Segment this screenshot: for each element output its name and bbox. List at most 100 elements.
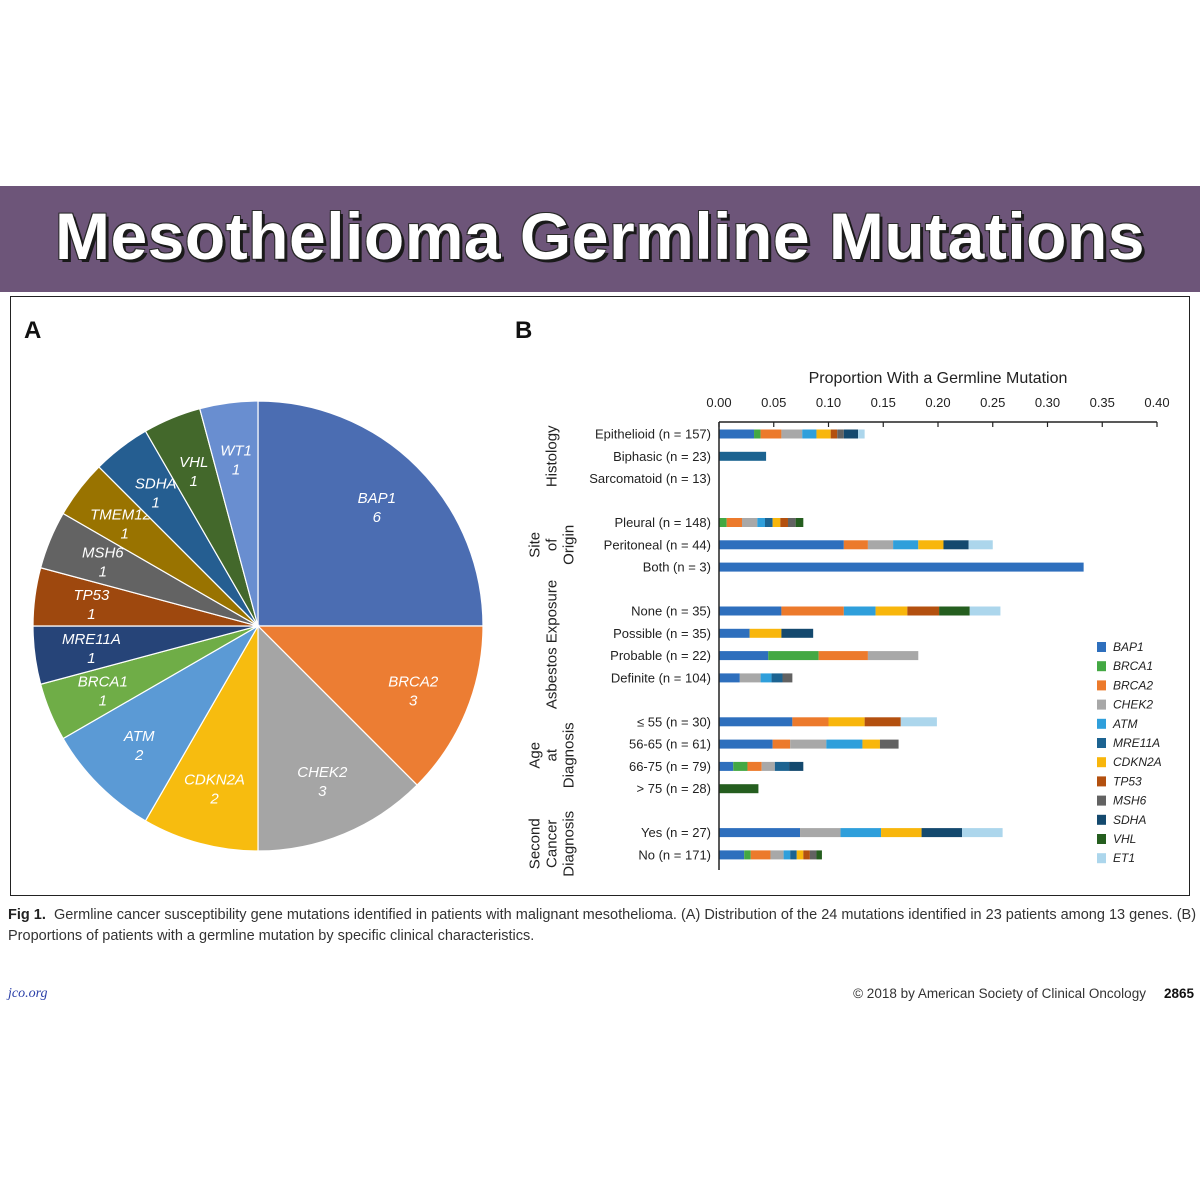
bar-segment-atm (757, 518, 765, 527)
bar-segment-et1 (962, 828, 1003, 838)
legend-label-atm: ATM (1112, 717, 1137, 731)
bar-segment-cdkn2a (772, 518, 781, 527)
bar-segment-brca2 (747, 761, 762, 771)
legend-swatch-et1 (1097, 853, 1106, 864)
legend-label-msh6: MSH6 (1113, 794, 1147, 808)
bar-segment-msh6 (837, 429, 844, 439)
bar-segment-brca1 (719, 518, 727, 527)
group-label: Asbestos Exposure (544, 580, 561, 709)
page-number: 2865 (1163, 986, 1194, 1001)
bar-segment-brca2 (781, 606, 844, 616)
pie-slice-wt1 (199, 400, 259, 627)
figure-caption: Fig 1. Germline cancer susceptibility ge… (8, 905, 1198, 947)
bar-segment-brca1 (754, 429, 761, 439)
pie-label-mre11a: MRE11A (62, 631, 121, 648)
x-tick-label: 0.15 (871, 395, 896, 410)
row-label: Sarcomatoid (n = 13) (589, 471, 711, 486)
legend-label-et1: ET1 (1113, 851, 1135, 865)
legend-swatch-tp53 (1097, 776, 1106, 787)
bar-segment-mre11a (764, 518, 773, 527)
group-label: Site (527, 532, 544, 558)
pie-value-msh6: 1 (99, 564, 107, 581)
bar-segment-cdkn2a (796, 850, 804, 860)
caption-text: Germline cancer susceptibility gene muta… (8, 907, 1197, 944)
legend-swatch-cdkn2a (1097, 757, 1106, 768)
bar-segment-brca2 (792, 717, 829, 727)
group-label: Histology (544, 425, 561, 487)
bar-segment-cdkn2a (816, 429, 831, 439)
legend-swatch-sdha (1097, 814, 1106, 825)
bar-segment-mre11a (771, 673, 783, 683)
legend-swatch-bap1 (1097, 642, 1106, 652)
legend-label-vhl: VHL (1113, 832, 1136, 846)
pie-value-vhl: 1 (190, 473, 198, 490)
row-label: No (n = 171) (638, 847, 711, 862)
row-label: Pleural (n = 148) (615, 515, 711, 530)
row-label: 56-65 (n = 61) (629, 737, 711, 752)
group-label: Origin (561, 525, 578, 565)
bar-segment-brca2 (750, 850, 771, 860)
group-label: Cancer (544, 820, 561, 868)
row-label: Both (n = 3) (643, 560, 711, 575)
group-label: Diagnosis (561, 811, 578, 877)
bar-segment-chek2 (790, 739, 827, 749)
row-label: Probable (n = 22) (610, 648, 711, 663)
pie-value-cdkn2a: 2 (209, 790, 219, 807)
pie-label-msh6: MSH6 (82, 545, 124, 562)
x-tick-label: 0.25 (980, 395, 1005, 410)
bar-segment-bap1 (719, 850, 745, 860)
bar-segment-sdha (943, 540, 969, 550)
journal-site-link[interactable]: jco.org (8, 986, 48, 1001)
bar-segment-bap1 (719, 628, 750, 638)
group-label: of (544, 538, 561, 551)
figure-charts: A B BAP1 6 BRCA2 3 CHEK2 3 CDKN2A 2 ATM 2 BRCA1 1 MR… (24, 317, 1170, 877)
bar-segment-chek2 (867, 651, 919, 661)
bar-segment-chek2 (770, 850, 784, 860)
bar-segment-brca2 (726, 518, 742, 527)
bar-segment-bap1 (719, 562, 1084, 572)
bar-segment-vhl (816, 850, 822, 860)
bar-segment-atm (843, 606, 876, 616)
bar-segment-msh6 (787, 518, 796, 527)
bar-segment-sdha (789, 761, 804, 771)
x-tick-label: 0.20 (925, 395, 950, 410)
row-label: Peritoneal (n = 44) (604, 537, 711, 552)
bar-segment-tp53 (780, 518, 788, 527)
bar-segment-mre11a (719, 451, 767, 461)
bar-segment-tp53 (864, 717, 901, 727)
x-tick-label: 0.35 (1090, 395, 1115, 410)
bar-segment-cdkn2a (875, 606, 908, 616)
bar-segment-bap1 (719, 429, 755, 439)
bar-segment-chek2 (741, 518, 758, 527)
bar-segment-cdkn2a (918, 540, 944, 550)
pie-label-sdha: SDHA (135, 476, 177, 493)
bar-segment-chek2 (800, 828, 841, 838)
bar-segment-brca2 (843, 540, 868, 550)
bar-segment-et1 (900, 717, 937, 727)
bar-segment-bap1 (719, 828, 801, 838)
pie-value-sdha: 1 (152, 495, 160, 512)
row-label: ≤ 55 (n = 30) (637, 714, 711, 729)
pie-label-vhl: VHL (179, 454, 208, 471)
bar-segment-vhl (719, 784, 759, 794)
bar-segment-vhl (939, 606, 970, 616)
pie-label-brca2: BRCA2 (388, 673, 439, 690)
bar-segment-chek2 (739, 673, 761, 683)
pie-value-bap1: 6 (373, 509, 382, 526)
pie-value-atm: 2 (134, 747, 144, 764)
legend-label-brca2: BRCA2 (1113, 678, 1153, 692)
legend-label-bap1: BAP1 (1113, 640, 1144, 654)
bar-segment-atm (826, 739, 863, 749)
pie-chart: BAP1 6 BRCA2 3 CHEK2 3 CDKN2A 2 ATM 2 BRCA1 1 MRE11A… (32, 400, 484, 852)
bar-segment-et1 (969, 606, 1001, 616)
pie-value-chek2: 3 (318, 783, 327, 800)
row-label: Possible (n = 35) (613, 626, 711, 641)
row-label: Biphasic (n = 23) (613, 449, 711, 464)
bar-segment-bap1 (719, 761, 734, 771)
bar-segment-bap1 (719, 540, 844, 550)
bar-segment-cdkn2a (881, 828, 922, 838)
bar-segment-vhl (795, 518, 804, 527)
legend-label-sdha: SDHA (1113, 813, 1146, 827)
bar-segment-atm (840, 828, 882, 838)
bar-segment-mre11a (774, 761, 790, 771)
